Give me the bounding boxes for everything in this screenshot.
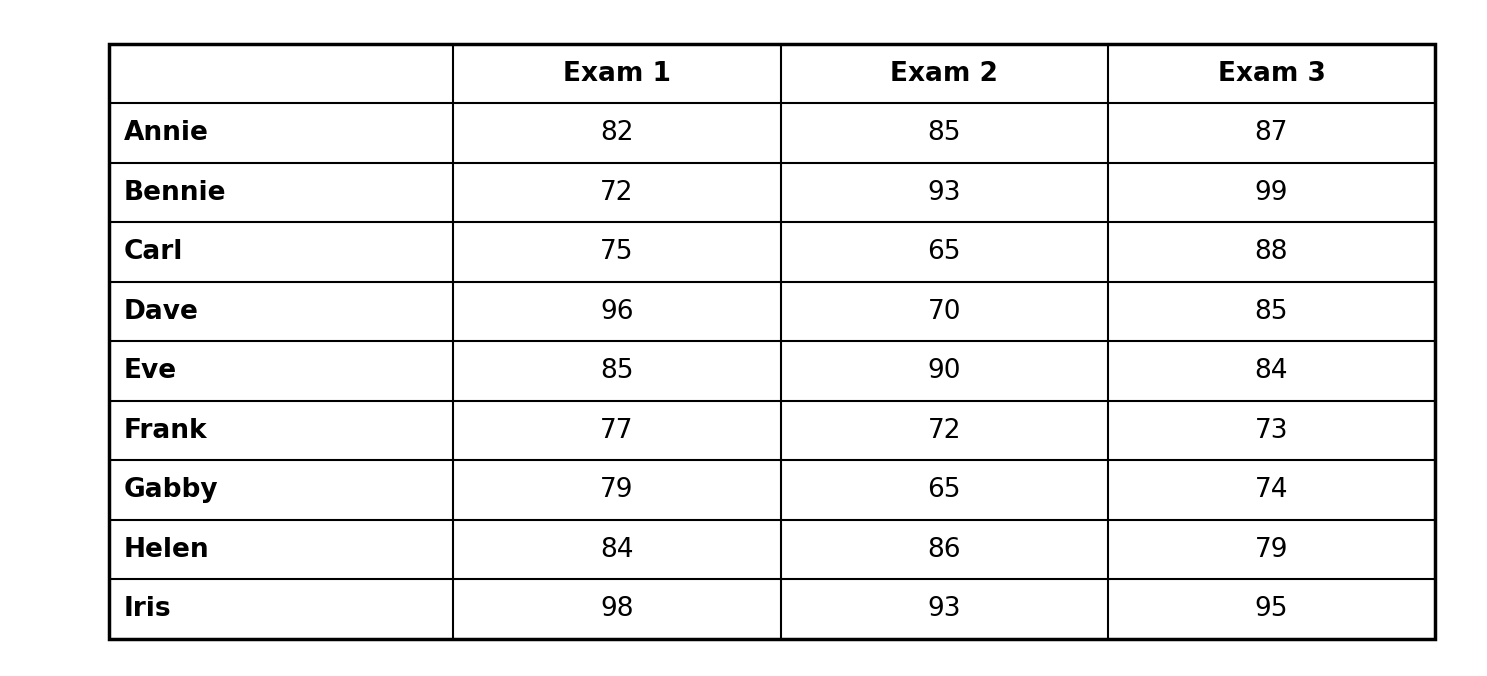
Text: Exam 3: Exam 3 bbox=[1218, 61, 1325, 87]
Text: 93: 93 bbox=[928, 180, 961, 206]
Text: Annie: Annie bbox=[123, 120, 208, 146]
Text: Dave: Dave bbox=[123, 299, 198, 324]
Text: 77: 77 bbox=[601, 418, 633, 443]
Text: 84: 84 bbox=[601, 537, 633, 562]
Text: Bennie: Bennie bbox=[123, 180, 226, 206]
Text: 72: 72 bbox=[928, 418, 961, 443]
Text: 86: 86 bbox=[928, 537, 961, 562]
Text: 72: 72 bbox=[601, 180, 633, 206]
Text: 84: 84 bbox=[1255, 358, 1288, 384]
Text: 79: 79 bbox=[1255, 537, 1288, 562]
Text: Frank: Frank bbox=[123, 418, 207, 443]
Text: 99: 99 bbox=[1255, 180, 1288, 206]
Text: Exam 2: Exam 2 bbox=[891, 61, 998, 87]
Text: 65: 65 bbox=[928, 239, 961, 265]
Text: 96: 96 bbox=[601, 299, 633, 324]
Text: 85: 85 bbox=[1255, 299, 1288, 324]
Text: 82: 82 bbox=[601, 120, 633, 146]
Text: 98: 98 bbox=[601, 596, 633, 622]
Text: Iris: Iris bbox=[123, 596, 171, 622]
Text: 75: 75 bbox=[601, 239, 633, 265]
Text: 93: 93 bbox=[928, 596, 961, 622]
Text: Helen: Helen bbox=[123, 537, 210, 562]
Text: 65: 65 bbox=[928, 477, 961, 503]
Text: Exam 1: Exam 1 bbox=[564, 61, 671, 87]
Text: 70: 70 bbox=[928, 299, 961, 324]
Text: Gabby: Gabby bbox=[123, 477, 219, 503]
Text: 87: 87 bbox=[1255, 120, 1288, 146]
Bar bbox=[109, 44, 1435, 639]
Text: 85: 85 bbox=[601, 358, 633, 384]
Text: Carl: Carl bbox=[123, 239, 183, 265]
Text: 95: 95 bbox=[1255, 596, 1288, 622]
Text: 74: 74 bbox=[1255, 477, 1288, 503]
Text: Eve: Eve bbox=[123, 358, 177, 384]
Text: 79: 79 bbox=[601, 477, 633, 503]
Text: 90: 90 bbox=[928, 358, 961, 384]
Text: 85: 85 bbox=[928, 120, 961, 146]
Text: 73: 73 bbox=[1255, 418, 1288, 443]
Text: 88: 88 bbox=[1255, 239, 1288, 265]
